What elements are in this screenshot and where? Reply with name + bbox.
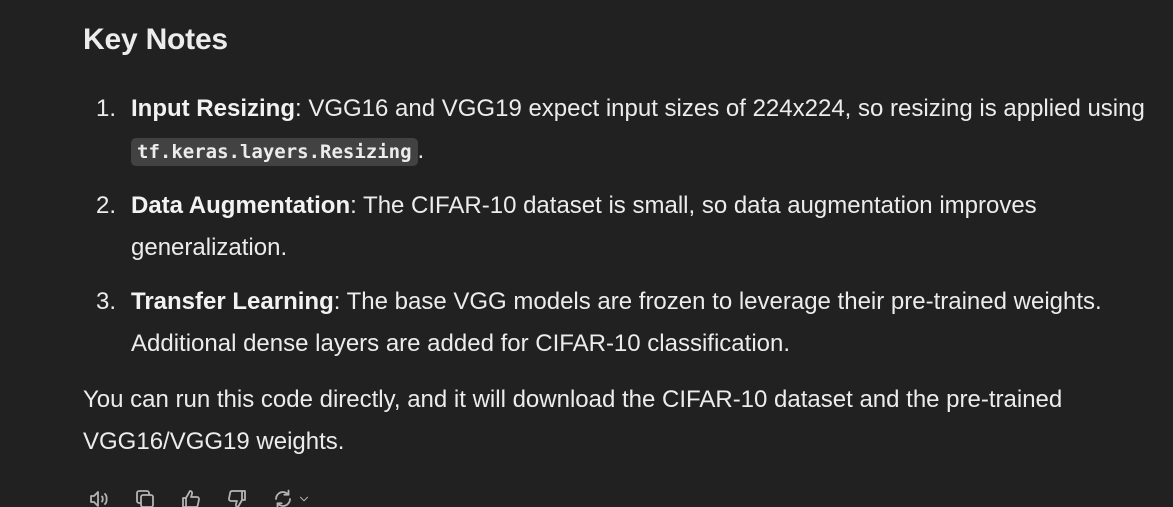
- list-item: 3. Transfer Learning: The base VGG model…: [83, 281, 1153, 365]
- chevron-down-icon: [299, 496, 309, 502]
- closing-paragraph: You can run this code directly, and it w…: [83, 386, 1063, 455]
- section-heading: Key Notes: [83, 23, 228, 56]
- note-title: Data Augmentation: [131, 192, 351, 219]
- note-text-end: .: [417, 137, 425, 164]
- message-content: Key Notes 1. Input Resizing: VGG16 and V…: [83, 18, 1153, 463]
- list-item: 2. Data Augmentation: The CIFAR-10 datas…: [83, 185, 1153, 269]
- list-number: 1.: [96, 95, 117, 122]
- inline-code: tf.keras.layers.Resizing: [131, 138, 418, 166]
- thumbs-up-icon: [182, 490, 200, 507]
- list-item: 1. Input Resizing: VGG16 and VGG19 expec…: [83, 88, 1153, 173]
- note-title: Transfer Learning: [131, 288, 334, 315]
- read-aloud-button[interactable]: [85, 485, 113, 507]
- list-number: 3.: [96, 288, 117, 315]
- note-text: : VGG16 and VGG19 expect input sizes of …: [295, 95, 1145, 122]
- speaker-icon: [90, 491, 108, 507]
- message-actions: [85, 486, 313, 507]
- copy-button[interactable]: [131, 485, 159, 507]
- note-title: Input Resizing: [131, 95, 295, 122]
- good-response-button[interactable]: [177, 485, 205, 507]
- bad-response-button[interactable]: [223, 485, 251, 507]
- copy-icon: [136, 490, 154, 507]
- regenerate-button[interactable]: [269, 485, 313, 507]
- notes-list: 1. Input Resizing: VGG16 and VGG19 expec…: [83, 88, 1153, 365]
- note-text: : The CIFAR-10 dataset is small, so data…: [131, 192, 1037, 261]
- thumbs-down-icon: [228, 490, 246, 507]
- note-text: : The base VGG models are frozen to leve…: [131, 288, 1102, 357]
- regenerate-icon: [275, 489, 291, 507]
- list-number: 2.: [96, 192, 117, 219]
